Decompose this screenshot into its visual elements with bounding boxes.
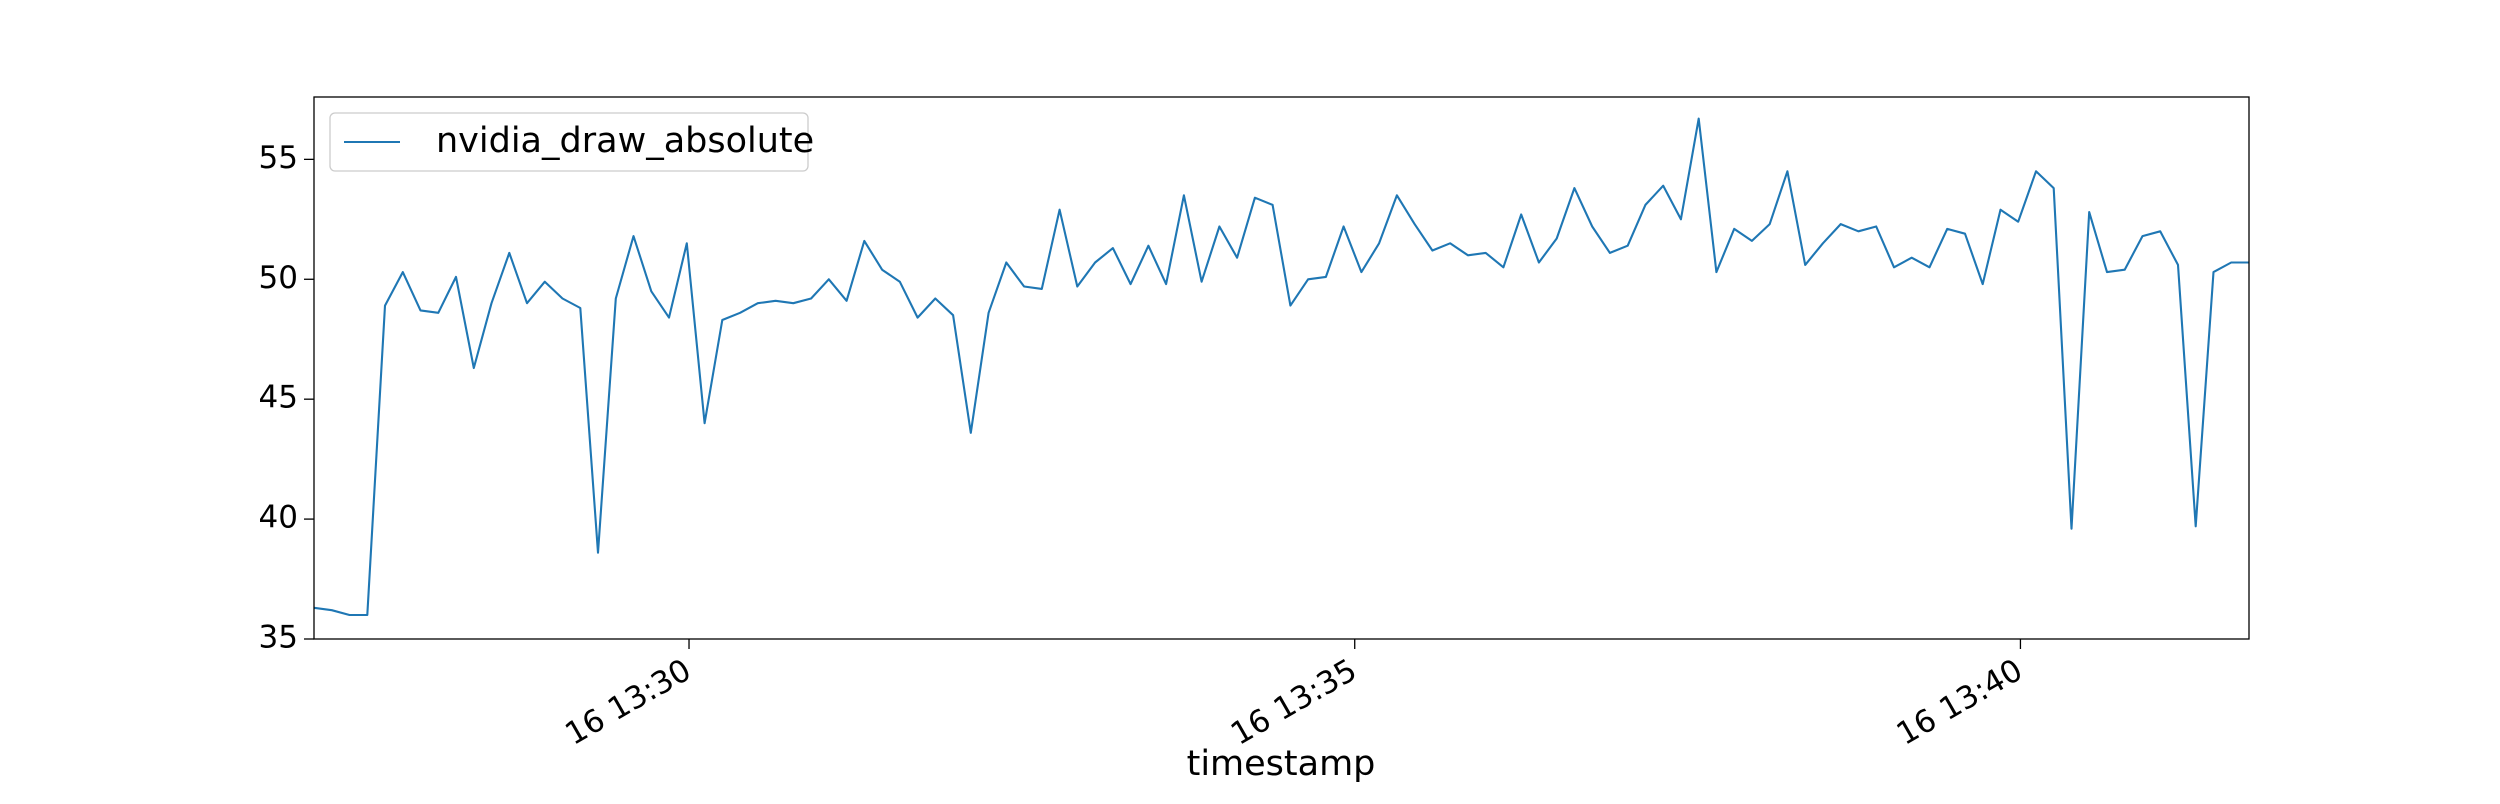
y-tick-label: 50 (259, 260, 298, 296)
y-tick-label: 55 (259, 140, 298, 176)
x-axis-label: timestamp (1187, 744, 1376, 784)
legend-box (329, 112, 809, 172)
plot-frame (313, 96, 2250, 640)
x-tick-label: 16 13:40 (1891, 652, 2029, 752)
y-tick-label: 40 (259, 500, 298, 536)
series-line (313, 117, 2249, 617)
x-tick-label: 16 13:30 (559, 652, 697, 752)
y-tick-label: 35 (259, 620, 298, 656)
y-tick-label: 45 (259, 380, 298, 416)
x-tick-label: 16 13:35 (1225, 652, 1363, 752)
legend-label: nvidia_draw_absolute (436, 121, 814, 161)
